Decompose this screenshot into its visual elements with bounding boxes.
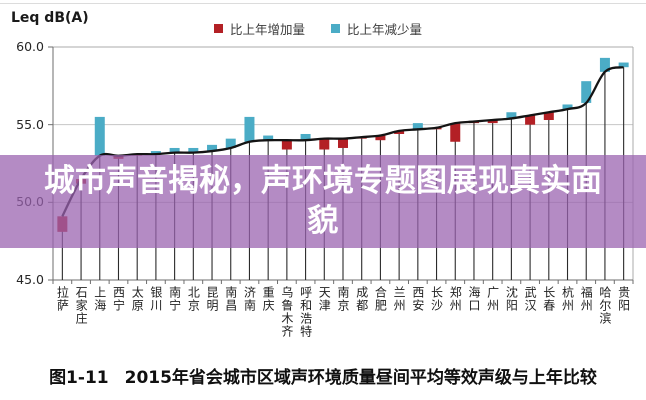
x-axis-label: 北京 [186,286,201,312]
x-axis-label: 拉萨 [55,286,70,312]
decrease-bar [150,151,161,155]
x-axis-label: 南昌 [223,286,238,312]
x-axis-label: 太原 [130,286,145,312]
increase-bar [525,115,536,125]
decrease-bar [562,104,573,110]
x-axis-label: 杭州 [560,286,575,312]
decrease-bar [225,138,236,148]
decrease-bar [263,135,274,141]
decrease-swatch-icon [331,24,341,33]
x-axis-label: 武汉 [523,286,538,312]
decrease-bar [169,147,180,153]
x-axis-label: 广州 [485,286,500,312]
x-axis-label: 重庆 [261,286,276,312]
x-axis-label: 南京 [336,286,350,312]
x-axis-label: 天津 [317,286,332,312]
increase-bar [319,138,330,150]
y-axis-label: 45.0 [16,272,44,287]
headline-banner: 城市声音揭秘，声环境专题图展现真实面貌 [0,155,646,248]
legend-increase-label: 比上年增加量 [230,22,306,37]
x-axis-label: 郑州 [448,286,463,312]
x-axis-label: 南宁 [167,286,182,312]
y-axis-unit-title: Leq dB(A) [11,10,89,26]
figure-caption: 图1-11 2015年省会城市区域声环境质量昼间平均等效声级与上年比较 [0,363,646,388]
increase-swatch-icon [214,24,223,33]
increase-bar [487,120,498,124]
top-divider [0,3,646,4]
x-axis-label: 沈阳 [504,286,519,312]
increase-bar [281,140,292,150]
decrease-bar [188,147,199,153]
x-axis-label: 合肥 [373,286,388,312]
figure-caption-text: 2015年省会城市区域声环境质量昼间平均等效声级与上年比较 [124,368,597,388]
x-axis-label: 福州 [579,286,594,312]
x-axis-label: 乌鲁木齐 [279,286,294,338]
y-axis-label: 60.0 [16,39,44,54]
x-axis-label: 西安 [410,286,425,312]
x-axis-label: 兰州 [392,286,407,312]
increase-bar [450,123,461,142]
increase-bar [375,135,386,141]
increase-bar [338,138,348,148]
x-axis-label: 昆明 [205,286,220,312]
x-axis-label: 石家庄 [74,286,89,325]
figure-number: 图1-11 [49,368,109,388]
chart-legend: 比上年增加量 比上年减少量 [214,19,422,38]
decrease-bar [599,57,610,72]
legend-decrease-label: 比上年减少量 [347,22,423,37]
x-axis-label: 贵阳 [616,286,631,312]
x-axis-label: 成都 [354,286,369,312]
decrease-bar [207,144,218,152]
decrease-bar [618,62,629,68]
decrease-bar [581,81,592,103]
legend-increase: 比上年增加量 [214,19,305,38]
decrease-bar [244,116,255,142]
increase-bar [394,130,405,134]
decrease-bar [300,133,311,141]
decrease-bar [94,116,105,156]
trend-line [61,66,624,217]
y-axis-label: 55.0 [16,116,44,132]
x-axis-label: 海口 [466,286,481,312]
headline-banner-text: 城市声音揭秘，声环境专题图展现真实面貌 [44,163,602,239]
x-axis-label: 济南 [242,286,257,312]
x-axis-label: 上海 [92,286,107,312]
x-axis-label: 哈尔滨 [597,286,612,325]
x-axis-label: 西宁 [111,286,126,312]
x-axis-label: 呼和浩特 [298,286,313,338]
legend-decrease: 比上年减少量 [331,19,422,38]
x-axis-label: 银川 [148,286,163,312]
increase-bar [543,112,554,121]
x-axis-label: 长沙 [429,286,444,312]
decrease-bar [412,123,423,130]
x-axis-label: 长春 [541,286,556,312]
decrease-bar [506,112,517,119]
